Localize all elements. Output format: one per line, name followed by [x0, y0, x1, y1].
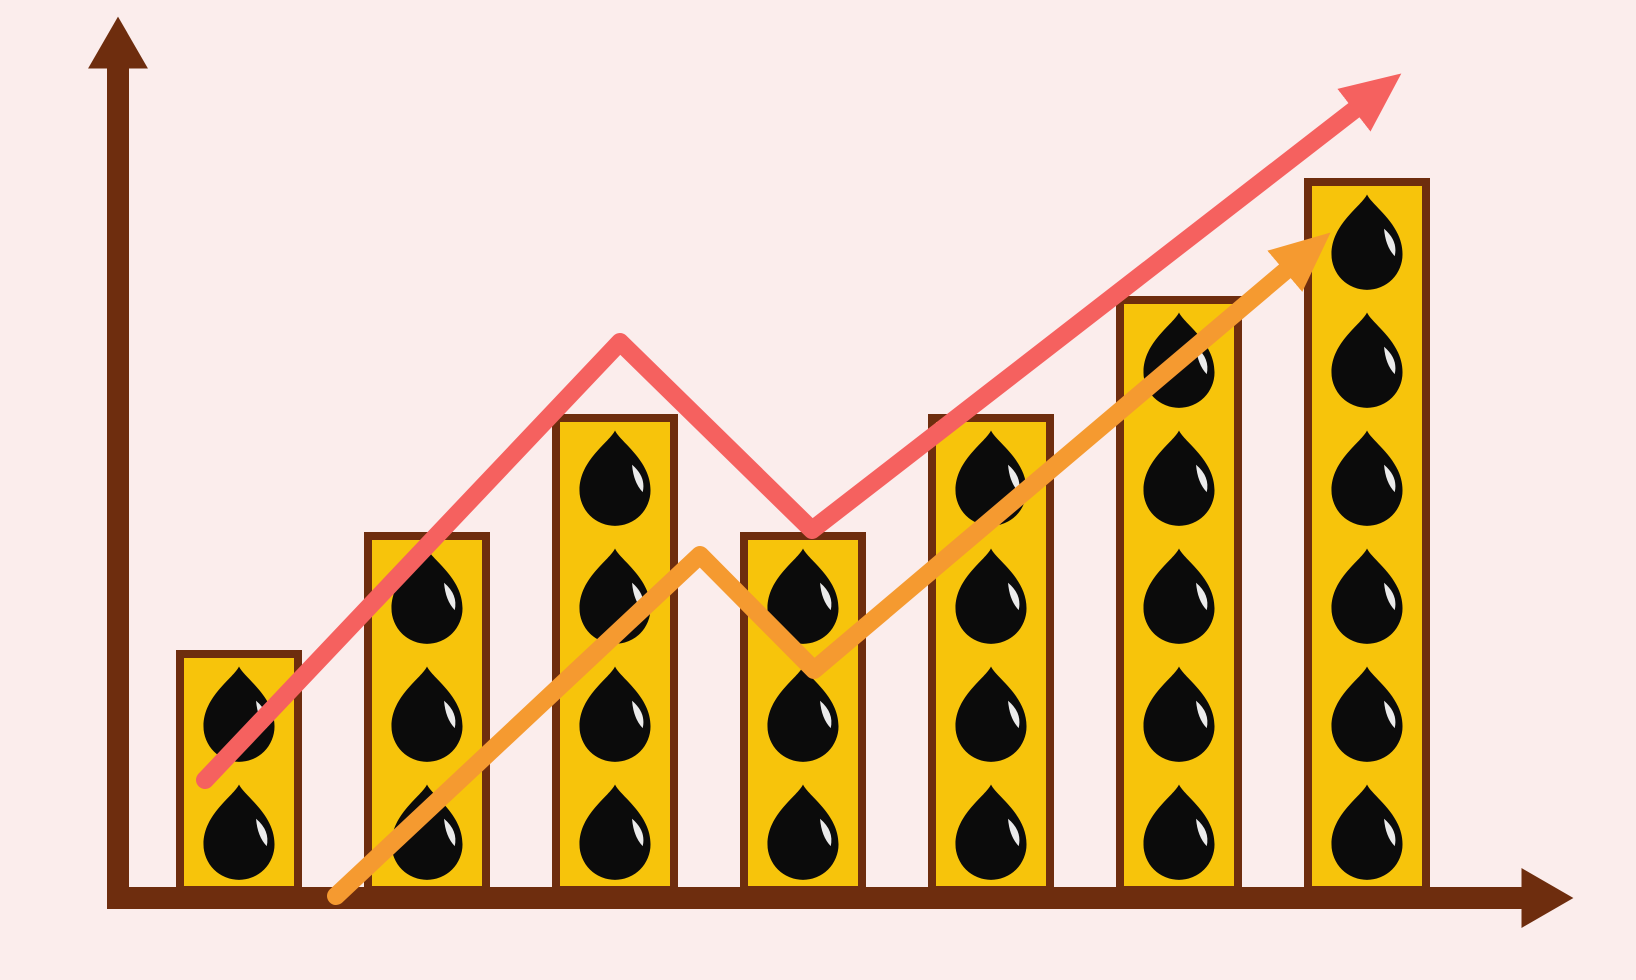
chart-svg	[0, 0, 1636, 980]
oil-growth-chart	[0, 0, 1636, 980]
bar	[556, 418, 674, 890]
bar	[1308, 182, 1426, 890]
bar	[744, 536, 862, 890]
bars-group	[180, 182, 1426, 890]
